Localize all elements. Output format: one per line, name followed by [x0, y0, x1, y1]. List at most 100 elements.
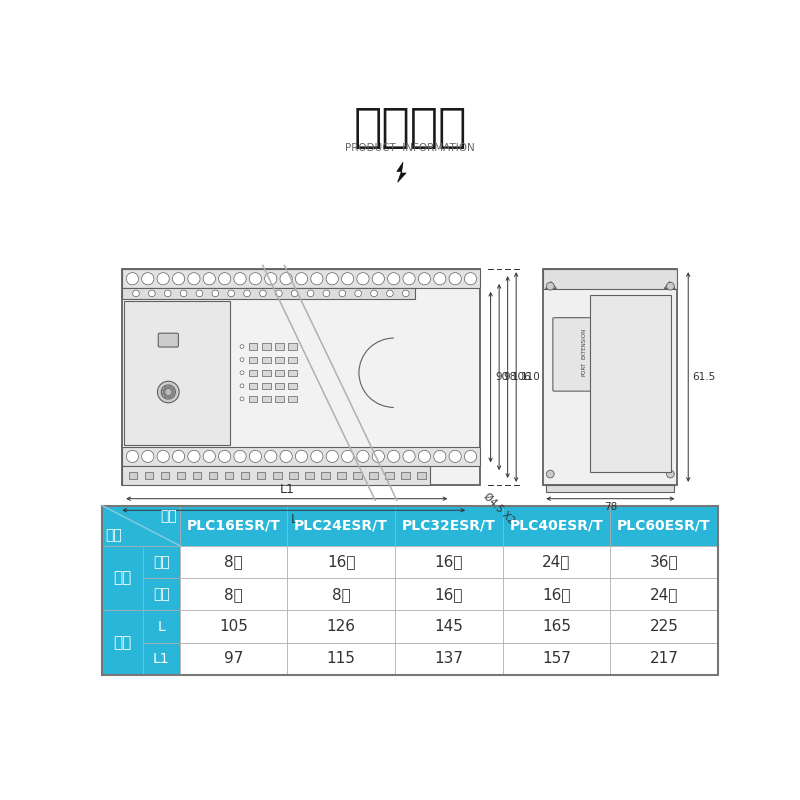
Text: 8点: 8点 [332, 586, 350, 602]
Text: 126: 126 [326, 619, 356, 634]
Bar [262, 343, 270, 350]
Circle shape [418, 450, 430, 462]
Bar [610, 610, 718, 642]
Bar [289, 382, 297, 389]
Circle shape [666, 470, 674, 478]
Circle shape [387, 450, 400, 462]
Bar [543, 270, 678, 289]
Text: 机种: 机种 [160, 510, 177, 523]
Bar [502, 506, 610, 546]
Circle shape [342, 450, 354, 462]
Circle shape [173, 450, 185, 462]
Circle shape [126, 450, 138, 462]
Circle shape [434, 450, 446, 462]
Bar [124, 301, 230, 445]
Bar [249, 382, 258, 389]
Bar [142, 578, 180, 610]
Circle shape [188, 273, 200, 285]
Circle shape [280, 450, 292, 462]
Bar [142, 642, 180, 675]
Bar [122, 288, 415, 298]
Circle shape [180, 290, 187, 297]
Circle shape [234, 450, 246, 462]
Text: 110: 110 [521, 372, 541, 382]
Circle shape [280, 273, 292, 285]
Circle shape [295, 450, 308, 462]
Circle shape [126, 273, 138, 285]
Circle shape [250, 273, 262, 285]
Bar [337, 471, 346, 479]
Bar [241, 471, 250, 479]
Circle shape [666, 282, 674, 290]
Bar [543, 270, 678, 485]
Circle shape [372, 450, 385, 462]
Circle shape [218, 273, 230, 285]
Circle shape [142, 450, 154, 462]
Text: 106: 106 [512, 372, 532, 382]
Polygon shape [664, 282, 675, 289]
Text: Ø4.5 X2: Ø4.5 X2 [482, 491, 516, 526]
Circle shape [326, 273, 338, 285]
Circle shape [546, 470, 554, 478]
Bar [225, 471, 234, 479]
Circle shape [196, 290, 202, 297]
Circle shape [372, 273, 385, 285]
Bar [502, 546, 610, 578]
Circle shape [162, 385, 175, 399]
Text: L: L [158, 619, 165, 634]
Text: 157: 157 [542, 651, 570, 666]
Bar [180, 578, 287, 610]
Circle shape [157, 273, 170, 285]
Circle shape [228, 290, 234, 297]
Text: L1: L1 [279, 482, 294, 496]
Circle shape [402, 290, 409, 297]
Text: 输入: 输入 [153, 555, 170, 569]
Text: 225: 225 [650, 619, 678, 634]
Circle shape [203, 450, 215, 462]
Bar [287, 546, 395, 578]
Bar [287, 610, 395, 642]
Circle shape [142, 273, 154, 285]
Bar [122, 270, 480, 485]
Bar [610, 642, 718, 675]
Bar [610, 506, 718, 546]
Bar [129, 471, 137, 479]
Circle shape [170, 388, 174, 390]
Bar [287, 642, 395, 675]
Text: PLC40ESR/T: PLC40ESR/T [510, 518, 603, 533]
Circle shape [342, 273, 354, 285]
Bar [209, 471, 218, 479]
Bar [353, 471, 362, 479]
Text: 90: 90 [495, 372, 508, 382]
Polygon shape [546, 282, 557, 289]
Bar [257, 471, 266, 479]
Bar [395, 642, 502, 675]
Bar [262, 382, 270, 389]
Text: EXTENSION: EXTENSION [582, 328, 586, 359]
Text: 输出: 输出 [153, 587, 170, 601]
Circle shape [240, 345, 244, 349]
Bar [122, 447, 480, 466]
Circle shape [212, 290, 218, 297]
Circle shape [250, 450, 262, 462]
Circle shape [244, 290, 250, 297]
Text: 137: 137 [434, 651, 463, 666]
Circle shape [164, 290, 171, 297]
Bar [122, 466, 430, 485]
Circle shape [546, 282, 554, 290]
Bar [590, 295, 670, 472]
Circle shape [218, 450, 230, 462]
Circle shape [158, 382, 179, 403]
Circle shape [339, 290, 346, 297]
Text: PLC32ESR/T: PLC32ESR/T [402, 518, 496, 533]
Circle shape [168, 386, 170, 389]
Bar [262, 357, 270, 362]
Circle shape [234, 273, 246, 285]
Circle shape [173, 273, 185, 285]
Text: 36点: 36点 [650, 554, 678, 570]
Circle shape [275, 290, 282, 297]
Bar [610, 546, 718, 578]
Bar [275, 357, 284, 362]
Bar [321, 471, 330, 479]
Text: 78: 78 [604, 502, 617, 512]
